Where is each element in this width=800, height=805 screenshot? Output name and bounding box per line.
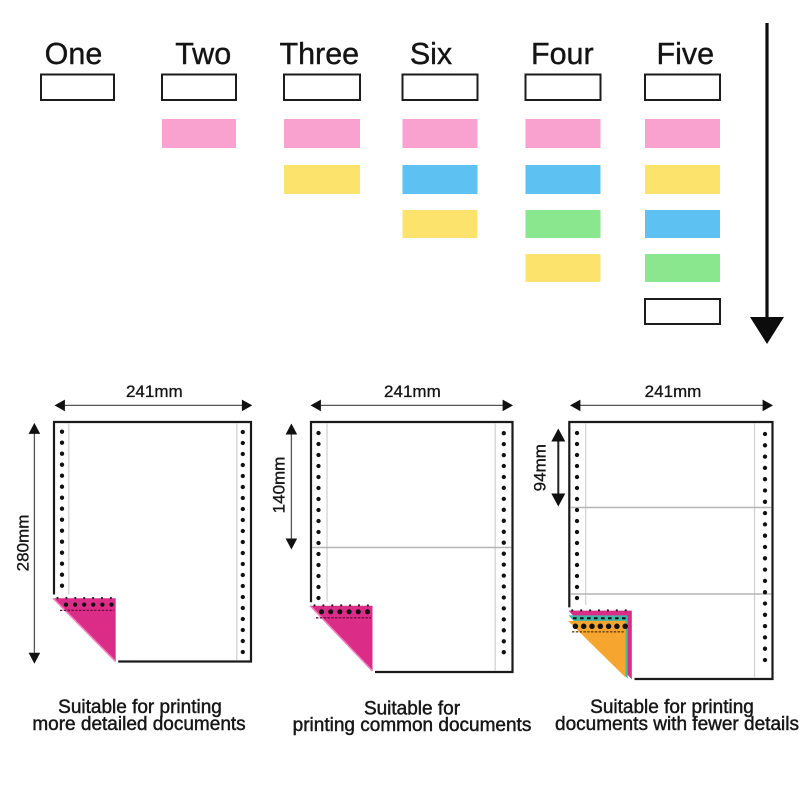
svg-text:Six: Six [410,37,452,71]
svg-text:documents with fewer details: documents with fewer details [555,714,799,735]
svg-text:more detailed documents: more detailed documents [32,714,245,735]
svg-text:241mm: 241mm [384,382,441,401]
svg-text:140mm: 140mm [269,457,288,514]
svg-text:Suitable for printing: Suitable for printing [590,697,754,718]
svg-text:94mm: 94mm [530,444,549,491]
svg-text:printing common documents: printing common documents [293,715,532,736]
svg-text:280mm: 280mm [13,515,32,572]
svg-text:Five: Five [656,37,714,71]
svg-text:One: One [45,37,103,71]
svg-text:Suitable for: Suitable for [364,699,461,720]
svg-text:241mm: 241mm [645,382,702,401]
svg-text:241mm: 241mm [126,382,183,401]
svg-text:Suitable for printing: Suitable for printing [58,697,222,718]
svg-text:Two: Two [175,37,231,71]
svg-text:Three: Three [279,37,359,71]
svg-text:Four: Four [531,37,594,71]
